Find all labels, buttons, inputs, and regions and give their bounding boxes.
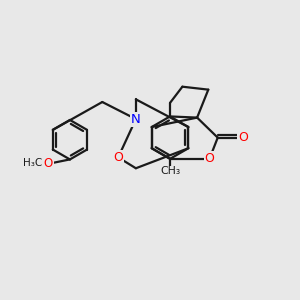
Text: H₃C: H₃C — [23, 158, 42, 168]
Text: O: O — [44, 157, 53, 170]
Text: O: O — [205, 152, 214, 165]
Text: O: O — [238, 130, 248, 143]
Text: CH₃: CH₃ — [160, 166, 180, 176]
Text: N: N — [131, 112, 141, 126]
Text: O: O — [113, 151, 123, 164]
